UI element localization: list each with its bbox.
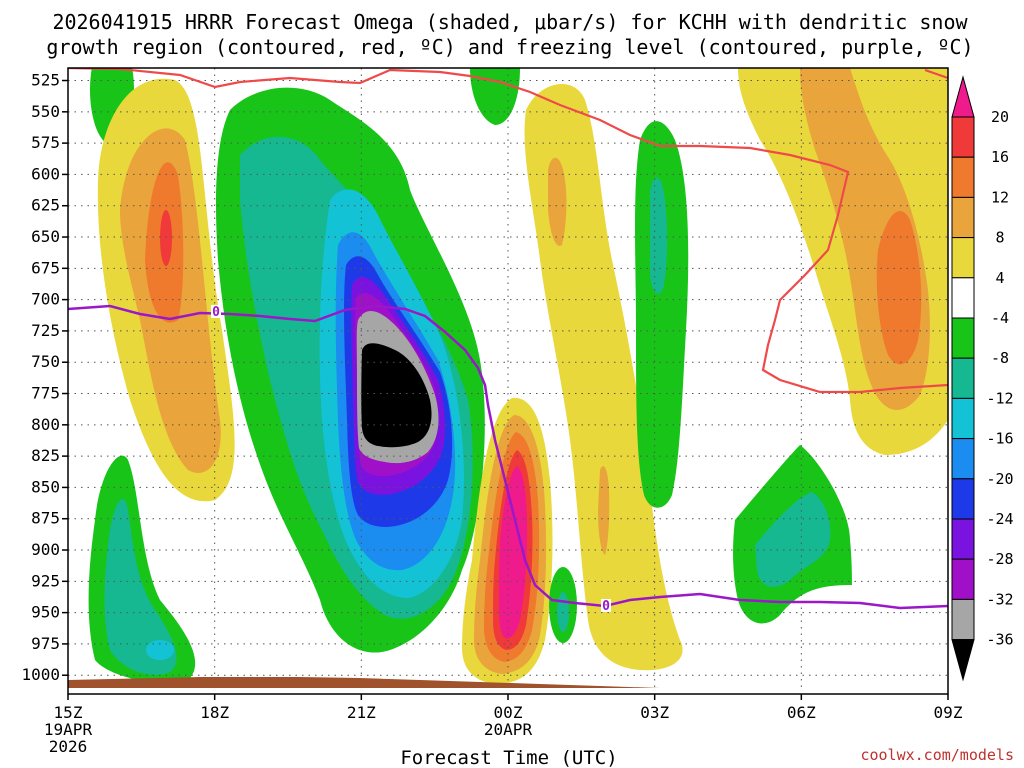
freezing-level-label-text-1: 0 xyxy=(212,305,220,320)
freezing-level-label-2: 0 xyxy=(601,599,611,614)
y-tick-label-775: 775 xyxy=(31,384,60,403)
y-tick-label-550: 550 xyxy=(31,102,60,121)
colorbar-label-5: -4 xyxy=(991,309,1009,327)
x-tick-label-06Z: 06Z xyxy=(787,703,816,722)
colorbar-bin-bottom xyxy=(951,639,975,682)
y-tick-label-800: 800 xyxy=(31,415,60,434)
y-axis: 525 550 575 600 625 650 675 700 725 750 775 800 825 8… xyxy=(21,71,68,684)
colorbar-bin-1 xyxy=(951,116,975,158)
dendritic-growth-contour-right xyxy=(924,68,948,80)
colorbar-bin-2 xyxy=(951,156,975,198)
plot-area: 0 0 xyxy=(68,68,948,688)
x-tick-label-21Z: 21Z xyxy=(347,703,376,722)
omega-region-main-ascent xyxy=(215,87,485,653)
colorbar: 20 16 12 8 4 -4 -8 -12 -16 -20 -24 -28 -32 -36 xyxy=(951,75,1014,682)
colorbar-bin-12 xyxy=(951,558,975,600)
omega-region-column-02z xyxy=(524,83,683,671)
x-tick-label-03Z: 03Z xyxy=(640,703,669,722)
colorbar-bin-4 xyxy=(951,237,975,279)
x-tick-sublabel2-15Z: 2026 xyxy=(49,737,88,756)
colorbar-label-11: -28 xyxy=(986,550,1013,568)
y-tick-label-575: 575 xyxy=(31,133,60,152)
x-tick-label-18Z: 18Z xyxy=(200,703,229,722)
freezing-level-contour xyxy=(68,304,948,610)
colorbar-label-3: 8 xyxy=(995,229,1004,247)
x-axis-label: Forecast Time (UTC) xyxy=(400,747,617,768)
watermark: coolwx.com/models xyxy=(860,746,1014,764)
omega-region-lower-left xyxy=(88,455,196,682)
omega-region-small-01z xyxy=(549,567,577,643)
chart-title-line1: 2026041915 HRRR Forecast Omega (shaded, … xyxy=(52,10,968,34)
freezing-level-label-1: 0 xyxy=(211,305,221,320)
omega-region-plume-17z xyxy=(97,78,235,502)
colorbar-label-12: -32 xyxy=(986,590,1013,608)
colorbar-bin-11 xyxy=(951,518,975,560)
colorbar-bin-7 xyxy=(951,357,975,399)
y-tick-label-875: 875 xyxy=(31,509,60,528)
x-tick-sublabel-15Z: 19APR xyxy=(44,720,93,739)
colorbar-label-8: -16 xyxy=(986,430,1013,448)
colorbar-label-13: -36 xyxy=(986,631,1013,649)
y-tick-label-925: 925 xyxy=(31,571,60,590)
omega-region-column-03z xyxy=(635,121,689,508)
y-tick-label-975: 975 xyxy=(31,634,60,653)
colorbar-bin-9 xyxy=(951,438,975,480)
x-tick-label-00Z: 00Z xyxy=(494,703,523,722)
colorbar-bin-6 xyxy=(951,317,975,359)
omega-region-right-upper xyxy=(738,68,948,455)
colorbar-label-9: -20 xyxy=(986,470,1013,488)
y-tick-label-650: 650 xyxy=(31,227,60,246)
y-tick-label-850: 850 xyxy=(31,477,60,496)
omega-region-blob-06z xyxy=(733,445,852,624)
y-tick-label-950: 950 xyxy=(31,603,60,622)
dendritic-growth-contour xyxy=(68,68,948,394)
grid-lines xyxy=(68,68,948,688)
y-tick-label-625: 625 xyxy=(31,196,60,215)
colorbar-bin-top xyxy=(951,75,975,118)
y-tick-label-1000: 1000 xyxy=(21,665,60,684)
x-tick-label-09Z: 09Z xyxy=(934,703,963,722)
colorbar-bin-13 xyxy=(951,598,975,641)
ground-terrain xyxy=(68,677,948,688)
chart-title-line2: growth region (contoured, red, ºC) and f… xyxy=(46,35,973,59)
y-tick-label-725: 725 xyxy=(31,321,60,340)
x-tick-label-15Z: 15Z xyxy=(54,703,83,722)
colorbar-label-2: 12 xyxy=(991,188,1009,206)
colorbar-bin-3 xyxy=(951,196,975,239)
colorbar-label-7: -12 xyxy=(986,389,1013,407)
colorbar-label-6: -8 xyxy=(991,349,1009,367)
colorbar-label-1: 16 xyxy=(991,148,1009,166)
colorbar-bin-8 xyxy=(951,397,975,440)
y-tick-label-675: 675 xyxy=(31,258,60,277)
colorbar-bin-10 xyxy=(951,478,975,520)
colorbar-bin-5 xyxy=(951,277,975,319)
y-tick-label-700: 700 xyxy=(31,290,60,309)
y-tick-label-900: 900 xyxy=(31,540,60,559)
colorbar-label-4: 4 xyxy=(995,269,1004,287)
y-tick-label-600: 600 xyxy=(31,164,60,183)
y-tick-label-825: 825 xyxy=(31,446,60,465)
colorbar-label-10: -24 xyxy=(986,510,1013,528)
x-tick-sublabel-00Z: 20APR xyxy=(484,720,533,739)
y-tick-label-750: 750 xyxy=(31,352,60,371)
y-tick-label-525: 525 xyxy=(31,71,60,90)
freezing-level-label-text-2: 0 xyxy=(602,599,610,614)
colorbar-label-0: 20 xyxy=(991,108,1009,126)
